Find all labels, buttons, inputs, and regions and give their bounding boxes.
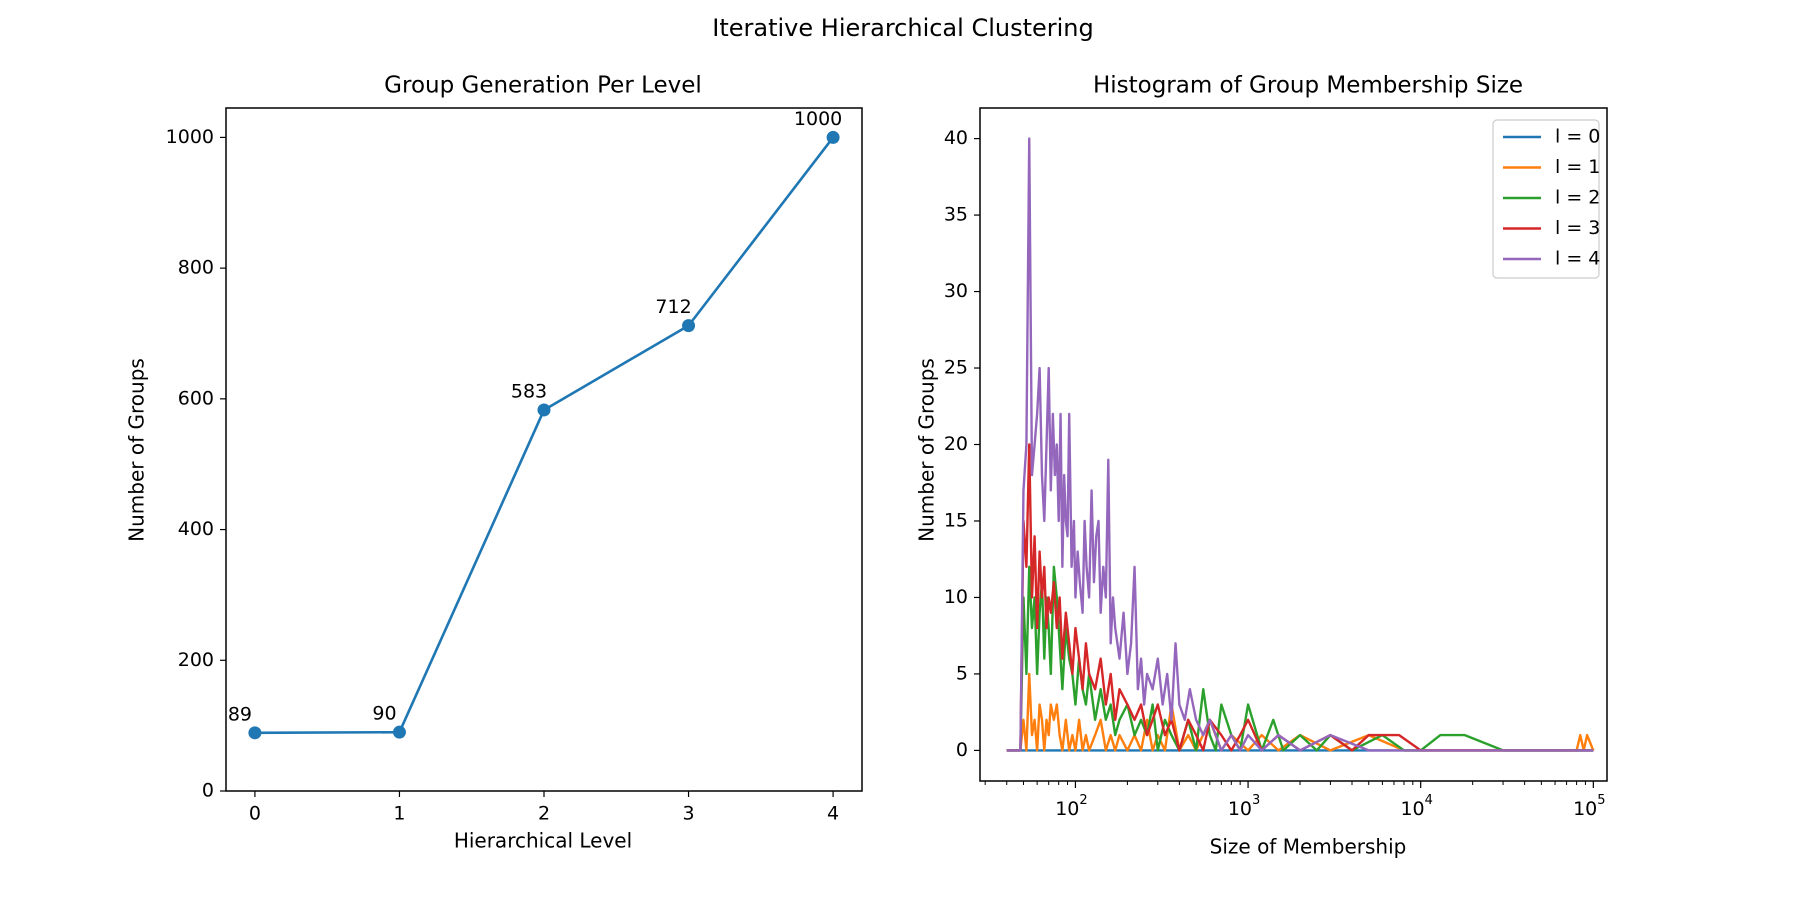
right-x-tick-label: 102 [1055, 793, 1087, 820]
left-x-tick-label: 3 [682, 803, 694, 825]
left-data-label: 583 [511, 380, 547, 402]
right-x-tick-base: 10 [1055, 798, 1079, 820]
right-y-axis-label: Number of Groups [915, 358, 939, 542]
legend-label-4: l = 4 [1555, 248, 1600, 270]
right-y-tick-label: 40 [944, 127, 968, 149]
left-y-tick-label: 200 [178, 649, 214, 671]
right-x-tick-base: 10 [1573, 798, 1597, 820]
right-x-tick-label: 103 [1228, 793, 1260, 820]
left-x-tick-label: 2 [538, 803, 550, 825]
right-y-tick-label: 0 [956, 739, 968, 761]
right-x-tick-exponent: 3 [1252, 793, 1260, 808]
legend-label-1: l = 1 [1555, 156, 1600, 178]
left-data-label: 89 [228, 703, 252, 725]
right-y-tick-label: 10 [944, 586, 968, 608]
left-data-point [392, 725, 406, 739]
right-chart: Histogram of Group Membership Size Size … [915, 73, 1608, 859]
right-y-tick-label: 30 [944, 280, 968, 302]
left-chart-title: Group Generation Per Level [384, 73, 702, 99]
left-y-tick-label: 400 [178, 518, 214, 540]
right-y-tick-label: 35 [944, 204, 968, 226]
left-x-axis-label: Hierarchical Level [454, 829, 632, 853]
left-x-tick-label: 1 [393, 803, 405, 825]
left-y-axis-label: Number of Groups [125, 358, 149, 542]
right-y-tick-label: 15 [944, 509, 968, 531]
left-y-tick-label: 0 [202, 780, 214, 802]
right-chart-title: Histogram of Group Membership Size [1093, 73, 1523, 99]
legend-label-0: l = 0 [1555, 126, 1600, 148]
right-y-tick-label: 20 [944, 433, 968, 455]
left-y-tick-label: 600 [178, 387, 214, 409]
left-data-point [248, 726, 262, 740]
left-data-label: 1000 [794, 108, 842, 130]
right-x-tick-label: 104 [1400, 793, 1432, 820]
left-chart: Group Generation Per Level Hierarchical … [125, 73, 863, 853]
left-data-label: 90 [372, 703, 396, 725]
right-x-tick-base: 10 [1400, 798, 1424, 820]
right-x-tick-exponent: 5 [1597, 793, 1605, 808]
legend-label-3: l = 3 [1555, 217, 1600, 239]
right-x-axis-label: Size of Membership [1210, 835, 1407, 859]
legend-label-2: l = 2 [1555, 187, 1600, 209]
left-data-point [826, 130, 840, 144]
right-x-tick-exponent: 2 [1079, 793, 1087, 808]
left-data-point [682, 319, 696, 333]
left-y-tick-label: 800 [178, 257, 214, 279]
right-series-line-1 [1006, 672, 1595, 752]
left-data-point [537, 403, 551, 417]
left-y-tick-label: 1000 [166, 126, 214, 148]
left-x-tick-label: 4 [827, 803, 839, 825]
right-series-line-4 [1006, 137, 1594, 752]
left-data-label: 712 [655, 296, 691, 318]
right-x-tick-exponent: 4 [1425, 793, 1433, 808]
right-y-tick-label: 5 [956, 662, 968, 684]
right-x-tick-label: 105 [1573, 793, 1605, 820]
right-x-tick-base: 10 [1228, 798, 1252, 820]
legend-box [1492, 119, 1600, 279]
left-x-tick-label: 0 [249, 803, 261, 825]
right-y-tick-label: 25 [944, 357, 968, 379]
figure-title: Iterative Hierarchical Clustering [712, 14, 1093, 42]
